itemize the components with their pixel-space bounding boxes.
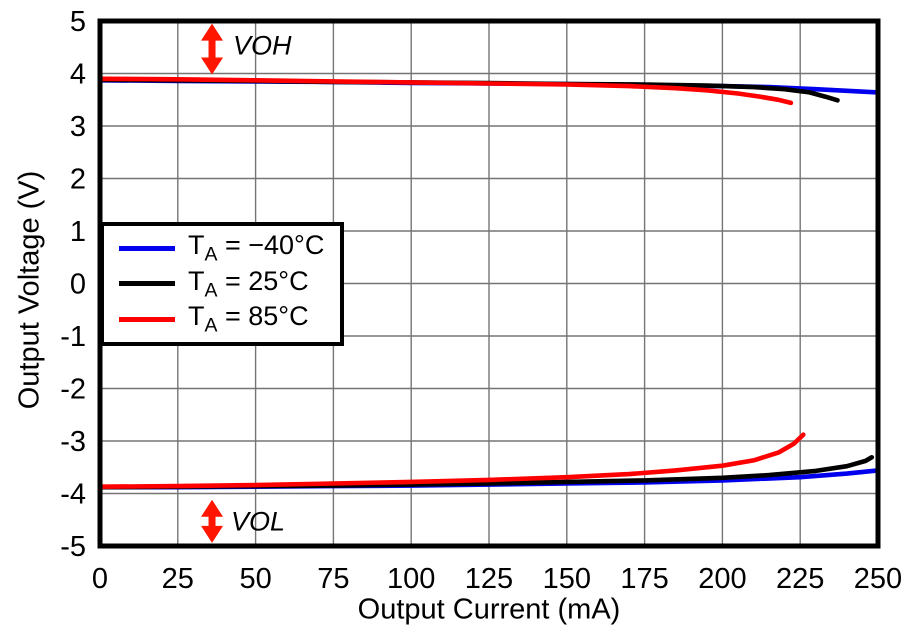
legend-label-25c: TA = 25°C (188, 265, 309, 301)
x-tick-label-175: 175 (620, 563, 668, 595)
vol-arrow-head-top (201, 499, 224, 517)
x-axis-title: Output Current (mA) (357, 593, 621, 626)
y-tick-label-3: 3 (70, 111, 86, 143)
legend-label-minus40c: TA = −40°C (188, 230, 325, 266)
x-tick-label-75: 75 (317, 563, 349, 595)
curve-voh-ta-85c (97, 76, 794, 106)
legend-swatch-minus40c (119, 246, 175, 252)
curve-vol-ta-85c (97, 432, 806, 489)
y-tick-label-5: 5 (70, 6, 86, 38)
legend-label-85c: TA = 85°C (188, 300, 309, 337)
voh-arrow-head-bottom (201, 57, 224, 75)
y-tick-label--1: -1 (60, 321, 86, 353)
legend-box: TA = −40°C TA = 25°C TA = 85°C (100, 222, 344, 346)
legend-item-minus40c: TA = −40°C (119, 232, 334, 265)
vol-arrow-head-bottom (201, 525, 224, 543)
y-tick-label--5: -5 (60, 531, 86, 563)
voh-arrow-head-top (201, 23, 224, 41)
y-tick-label-1: 1 (70, 216, 86, 248)
x-tick-label-200: 200 (698, 563, 746, 595)
x-tick-label-100: 100 (387, 563, 435, 595)
x-tick-label-150: 150 (543, 563, 591, 595)
y-tick-label-4: 4 (70, 59, 86, 91)
x-tick-label-0: 0 (92, 563, 108, 595)
x-tick-label-125: 125 (465, 563, 513, 595)
y-tick-label-2: 2 (70, 164, 86, 196)
x-tick-label-225: 225 (776, 563, 824, 595)
legend-swatch-25c (119, 281, 175, 287)
x-tick-label-50: 50 (239, 563, 271, 595)
legend-swatch-85c (119, 316, 175, 322)
x-tick-label-250: 250 (854, 563, 902, 595)
y-tick-label--4: -4 (60, 479, 86, 511)
y-axis-title: Output Voltage (V) (13, 170, 46, 410)
legend-item-25c: TA = 25°C (119, 265, 334, 301)
y-tick-label--3: -3 (60, 426, 86, 458)
x-tick-label-25: 25 (162, 563, 194, 595)
y-tick-label-0: 0 (70, 269, 86, 301)
vol-annotation-label: VOL (231, 506, 286, 537)
voh-annotation-label: VOH (233, 30, 292, 61)
legend-item-85c: TA = 85°C (119, 300, 334, 337)
y-tick-label--2: -2 (60, 374, 86, 406)
